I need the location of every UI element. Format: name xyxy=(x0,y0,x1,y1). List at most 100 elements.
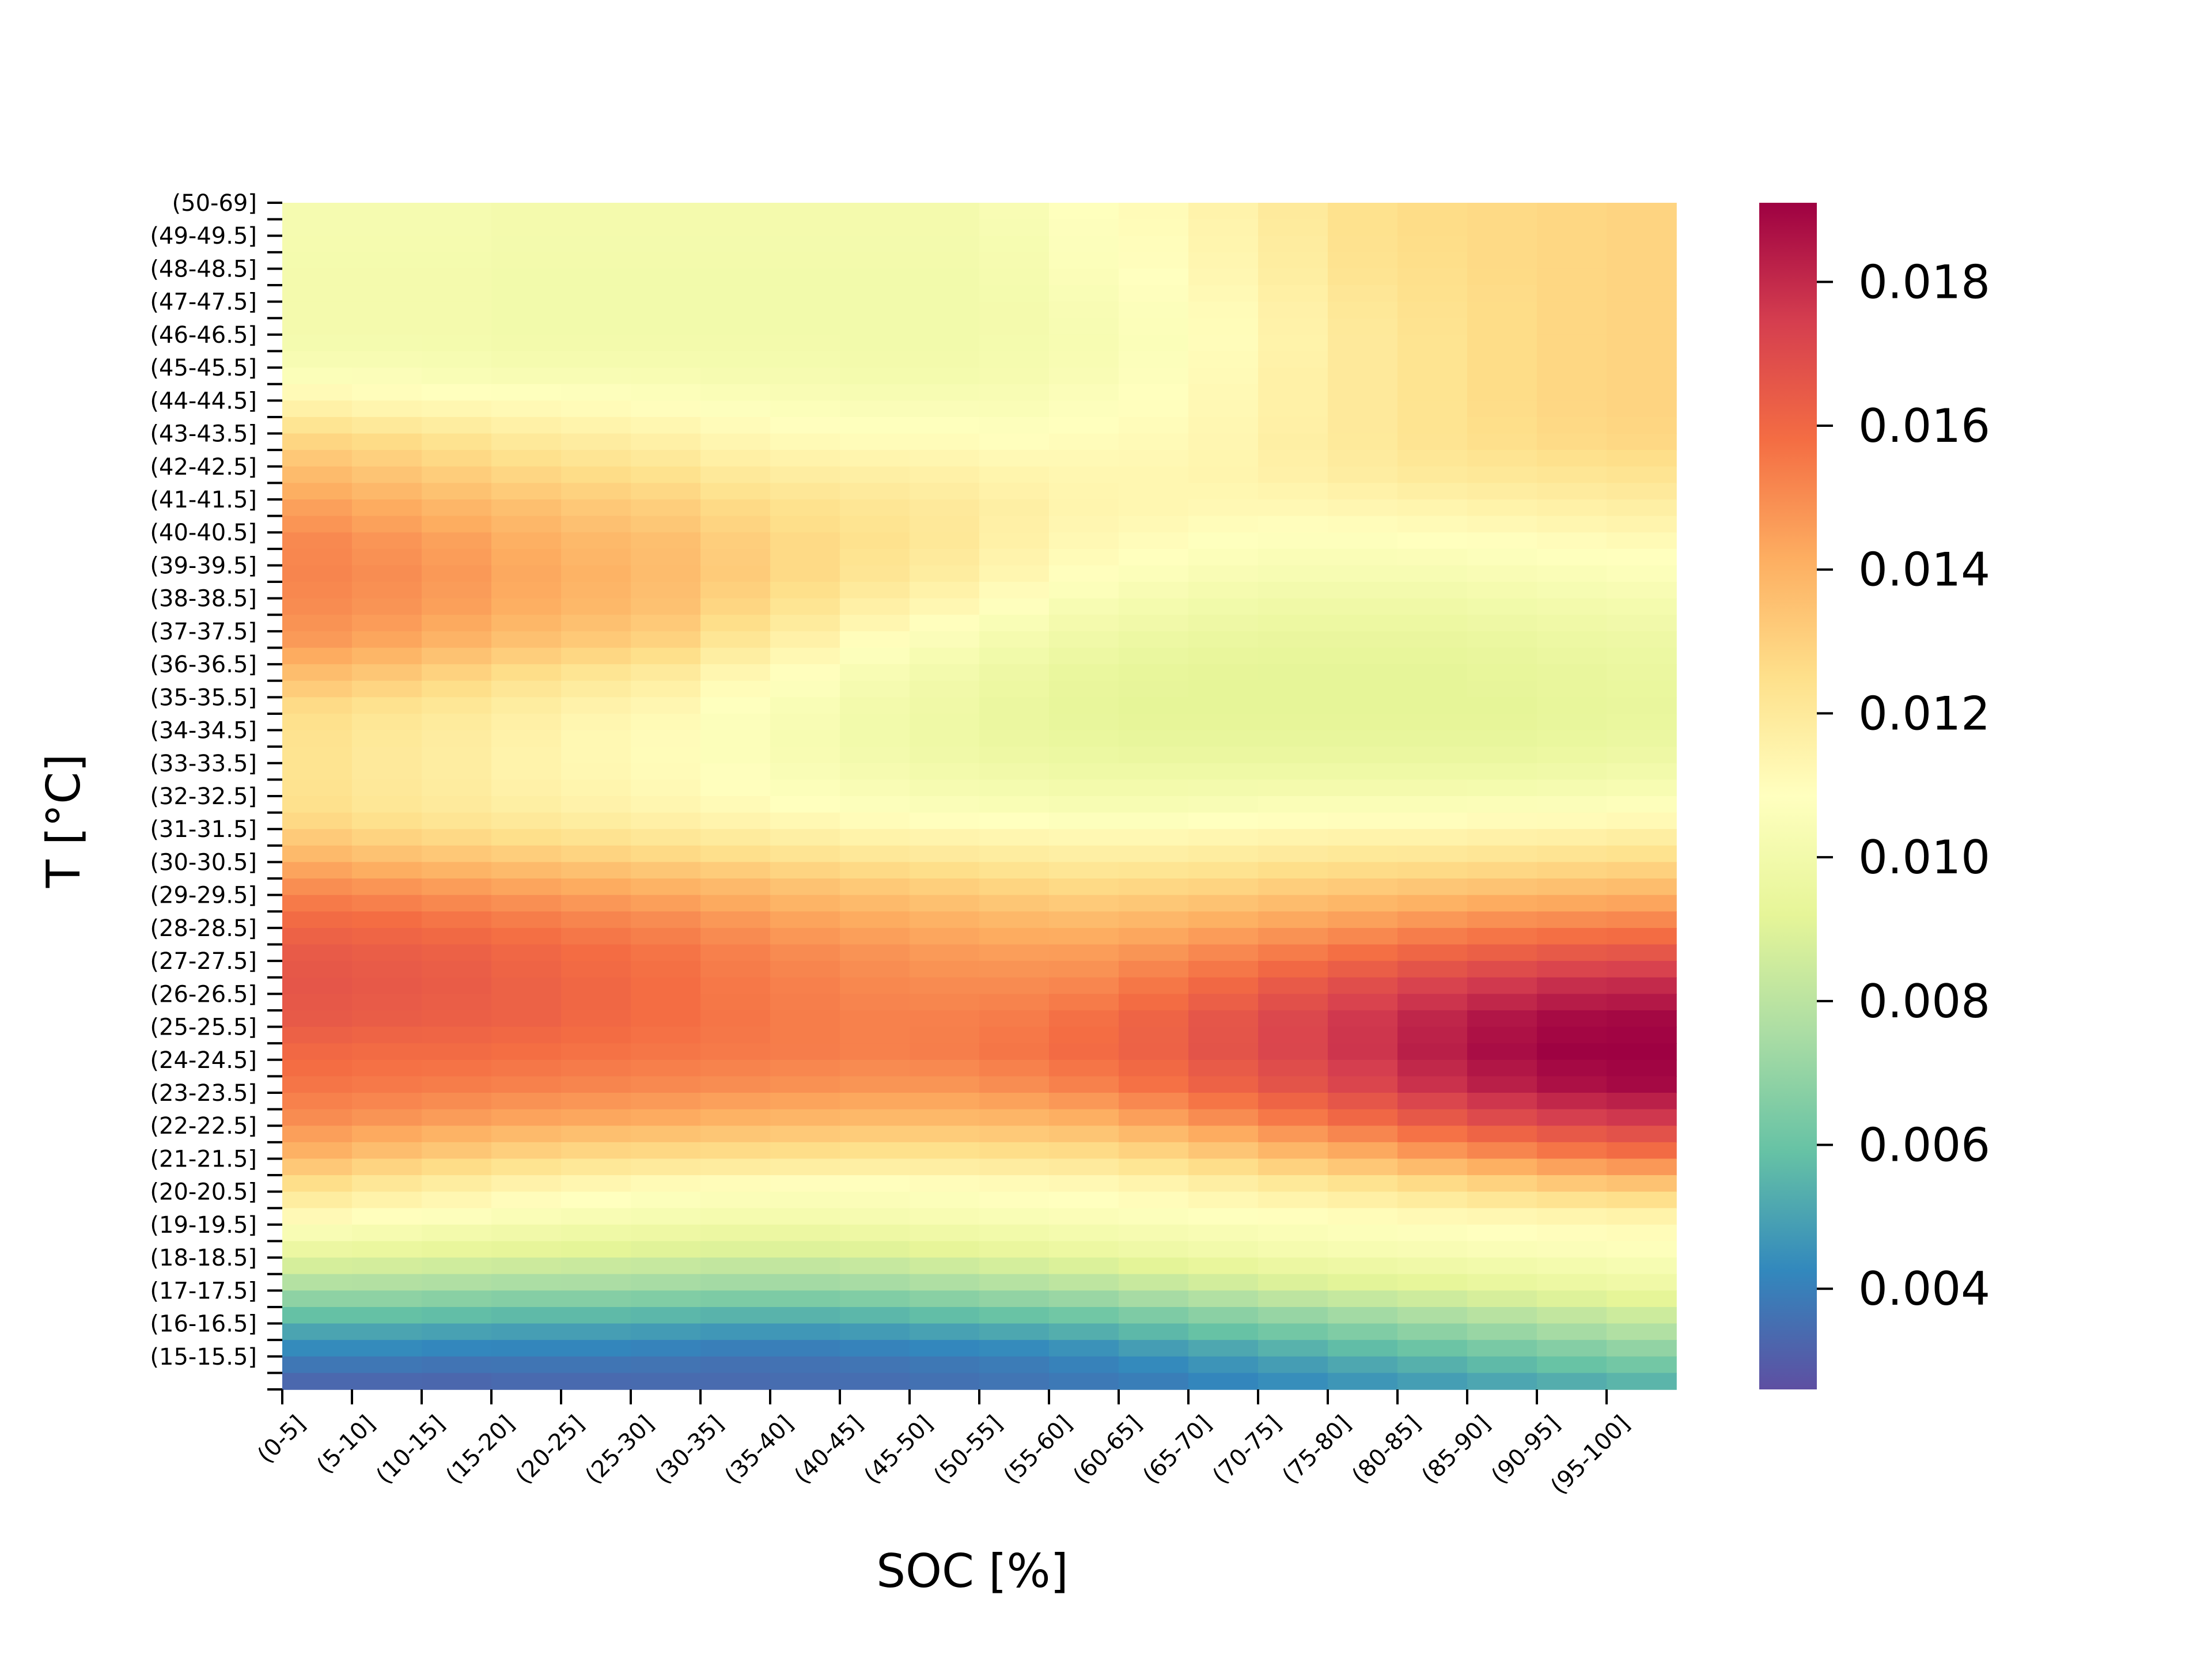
heatmap-cell xyxy=(1049,236,1119,253)
heatmap-cell xyxy=(1049,466,1119,484)
heatmap-cell xyxy=(979,219,1050,237)
heatmap-cell xyxy=(910,1109,980,1127)
x-tick-label: (85-90] xyxy=(1416,1411,1495,1490)
heatmap-cell xyxy=(700,812,771,830)
heatmap-cell xyxy=(700,368,771,385)
heatmap-cell xyxy=(1397,878,1468,896)
heatmap-cell xyxy=(1537,927,1607,945)
heatmap-cell xyxy=(1258,1356,1328,1374)
heatmap-cell xyxy=(1119,483,1189,500)
heatmap-cell xyxy=(770,236,840,253)
heatmap-cell xyxy=(1049,1257,1119,1275)
heatmap-cell xyxy=(770,384,840,402)
heatmap-cell xyxy=(561,1027,631,1044)
heatmap-cell xyxy=(561,1208,631,1225)
heatmap-cell xyxy=(282,236,353,253)
heatmap-cell xyxy=(282,268,353,286)
heatmap-cell xyxy=(1188,1373,1259,1390)
heatmap-cell xyxy=(631,615,701,632)
heatmap-cell xyxy=(1397,1158,1468,1176)
x-tick-label: (5-10] xyxy=(312,1411,380,1479)
heatmap-cell xyxy=(1119,351,1189,368)
heatmap-cell xyxy=(700,499,771,517)
heatmap-cell xyxy=(282,368,353,385)
heatmap-cell xyxy=(770,1010,840,1028)
heatmap-cell xyxy=(1397,829,1468,846)
heatmap-cell xyxy=(700,285,771,302)
heatmap-cell xyxy=(1049,680,1119,698)
heatmap-cell xyxy=(1119,433,1189,450)
heatmap-cell xyxy=(1049,829,1119,846)
heatmap-cell xyxy=(979,878,1050,896)
heatmap-cell xyxy=(1049,499,1119,517)
heatmap-cell xyxy=(770,416,840,434)
heatmap-cell xyxy=(1328,1175,1398,1192)
heatmap-cell xyxy=(352,1241,422,1258)
heatmap-cell xyxy=(282,747,353,764)
heatmap-cell xyxy=(1537,334,1607,352)
x-tick-label: (50-55] xyxy=(929,1411,1007,1490)
heatmap-cell xyxy=(352,1224,422,1242)
heatmap-cell xyxy=(1258,1340,1328,1357)
heatmap-cell xyxy=(631,516,701,533)
heatmap-cell xyxy=(1607,433,1677,450)
heatmap-cell xyxy=(700,763,771,781)
heatmap-cell xyxy=(491,236,562,253)
heatmap-cell xyxy=(1119,680,1189,698)
heatmap-cell xyxy=(1188,1224,1259,1242)
y-tick-label: (49-49.5] xyxy=(150,223,257,249)
heatmap-cell xyxy=(1328,400,1398,418)
heatmap-cell xyxy=(1328,747,1398,764)
heatmap-cell xyxy=(700,1274,771,1291)
heatmap-cell xyxy=(1188,1027,1259,1044)
y-tick-label: (20-20.5] xyxy=(150,1179,257,1206)
heatmap-cell xyxy=(1607,911,1677,929)
heatmap-cell xyxy=(1258,351,1328,368)
heatmap-cell xyxy=(1119,450,1189,467)
heatmap-cell xyxy=(631,236,701,253)
heatmap-cell xyxy=(840,516,910,533)
heatmap-cell xyxy=(422,713,492,731)
heatmap-cell xyxy=(770,1290,840,1308)
heatmap-cell xyxy=(1537,812,1607,830)
heatmap-cell xyxy=(1537,747,1607,764)
heatmap-cell xyxy=(770,615,840,632)
heatmap-cell xyxy=(561,301,631,319)
heatmap-cell xyxy=(910,433,980,450)
heatmap-cell xyxy=(700,483,771,500)
heatmap-cell xyxy=(282,598,353,616)
heatmap-cell xyxy=(910,516,980,533)
heatmap-cell xyxy=(1328,565,1398,582)
heatmap-cell xyxy=(282,664,353,681)
heatmap-cell xyxy=(840,747,910,764)
heatmap-cell xyxy=(1258,1241,1328,1258)
heatmap-cell xyxy=(979,796,1050,813)
heatmap-cell xyxy=(979,713,1050,731)
heatmap-cell xyxy=(631,1323,701,1340)
heatmap-cell xyxy=(282,796,353,813)
heatmap-cell xyxy=(1537,285,1607,302)
heatmap-cell xyxy=(1049,1109,1119,1127)
heatmap-cell xyxy=(491,1356,562,1374)
heatmap-cell xyxy=(1188,1043,1259,1060)
heatmap-cell xyxy=(1119,1356,1189,1374)
heatmap-cell xyxy=(491,483,562,500)
heatmap-cell xyxy=(840,1175,910,1192)
heatmap-cell xyxy=(1119,1208,1189,1225)
heatmap-cell xyxy=(1537,1126,1607,1143)
heatmap-cell xyxy=(840,450,910,467)
heatmap-cell xyxy=(491,1241,562,1258)
heatmap-cell xyxy=(491,433,562,450)
heatmap-cell xyxy=(1467,961,1537,978)
heatmap-cell xyxy=(910,730,980,747)
heatmap-cell xyxy=(1467,499,1537,517)
heatmap-cell xyxy=(491,895,562,912)
heatmap-cell xyxy=(282,862,353,879)
heatmap-cell xyxy=(1607,1175,1677,1192)
y-tick-label: (15-15.5] xyxy=(150,1344,257,1370)
heatmap-cell xyxy=(631,944,701,961)
heatmap-cell xyxy=(1537,1224,1607,1242)
heatmap-cell xyxy=(631,252,701,270)
heatmap-cell xyxy=(422,565,492,582)
heatmap-cell xyxy=(1537,1093,1607,1110)
